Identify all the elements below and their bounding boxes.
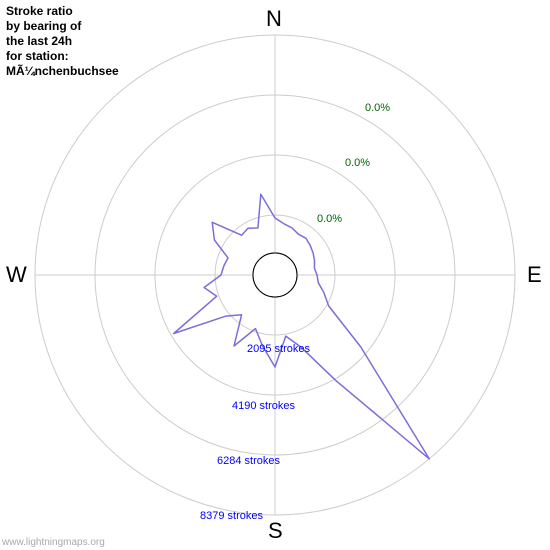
- title-block: Stroke ratio by bearing of the last 24h …: [6, 4, 119, 79]
- ring-label-pct: 0.0%: [365, 102, 390, 114]
- compass-n: N: [266, 6, 282, 32]
- ring-label-strokes: 4190 strokes: [232, 400, 295, 412]
- compass-e: E: [527, 262, 542, 288]
- ring-label-strokes: 6284 strokes: [217, 455, 280, 467]
- ring-label-strokes: 8379 strokes: [200, 510, 263, 522]
- ring-label-pct: 0.0%: [345, 157, 370, 169]
- compass-s: S: [268, 518, 283, 544]
- ring-label-strokes: 2095 strokes: [247, 343, 310, 355]
- footer-credit: www.lightningmaps.org: [2, 537, 105, 548]
- compass-w: W: [6, 262, 27, 288]
- chart-container: Stroke ratio by bearing of the last 24h …: [0, 0, 550, 550]
- ring-label-pct: 0.0%: [317, 213, 342, 225]
- polar-plot: [0, 0, 550, 550]
